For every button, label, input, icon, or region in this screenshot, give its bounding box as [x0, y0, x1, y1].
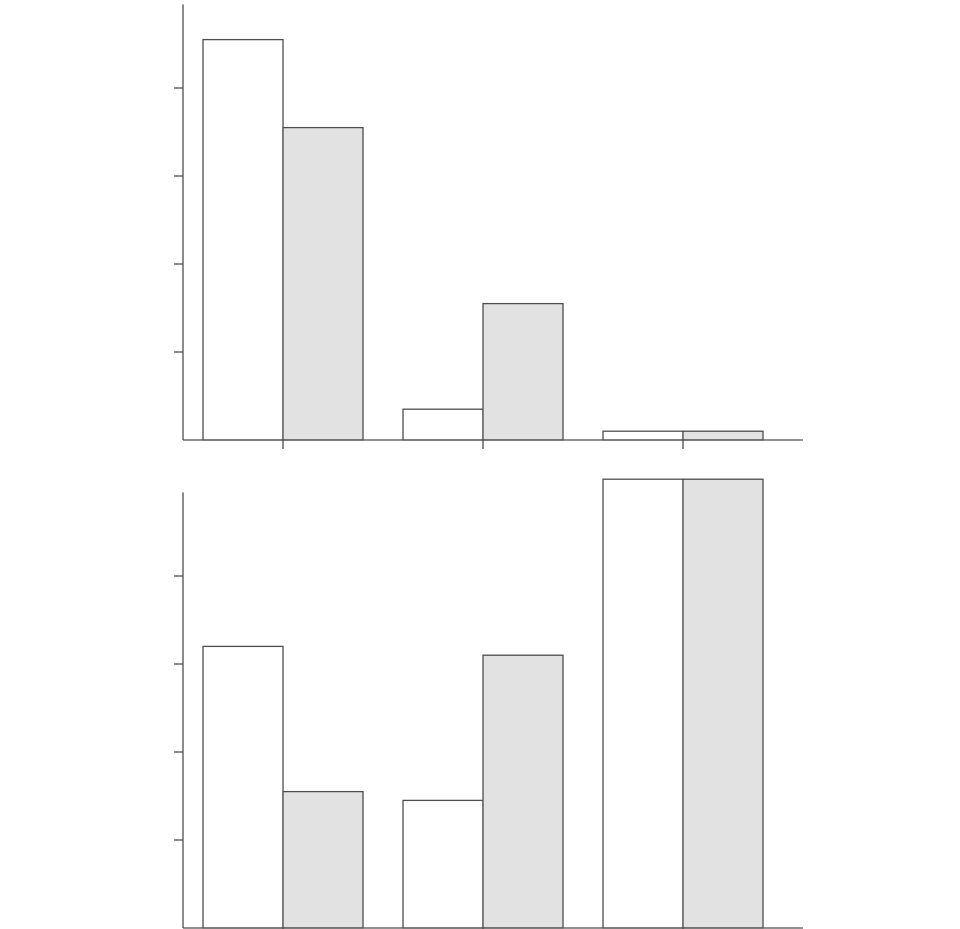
chart-1-bar: [283, 792, 363, 928]
chart-1-bar: [203, 646, 283, 928]
charts-canvas: [0, 0, 960, 929]
chart-0-bar: [203, 40, 283, 440]
chart-0-bar: [483, 304, 563, 440]
chart-1-bar: [483, 655, 563, 928]
chart-0-bar: [683, 431, 763, 440]
chart-0-bar: [603, 431, 683, 440]
chart-0-bar: [403, 409, 483, 440]
chart-1-bar: [403, 800, 483, 928]
chart-1-bar: [683, 479, 763, 928]
chart-1: [174, 479, 803, 929]
chart-0-bar: [283, 128, 363, 440]
chart-0: [174, 4, 803, 449]
chart-1-bar: [603, 479, 683, 928]
